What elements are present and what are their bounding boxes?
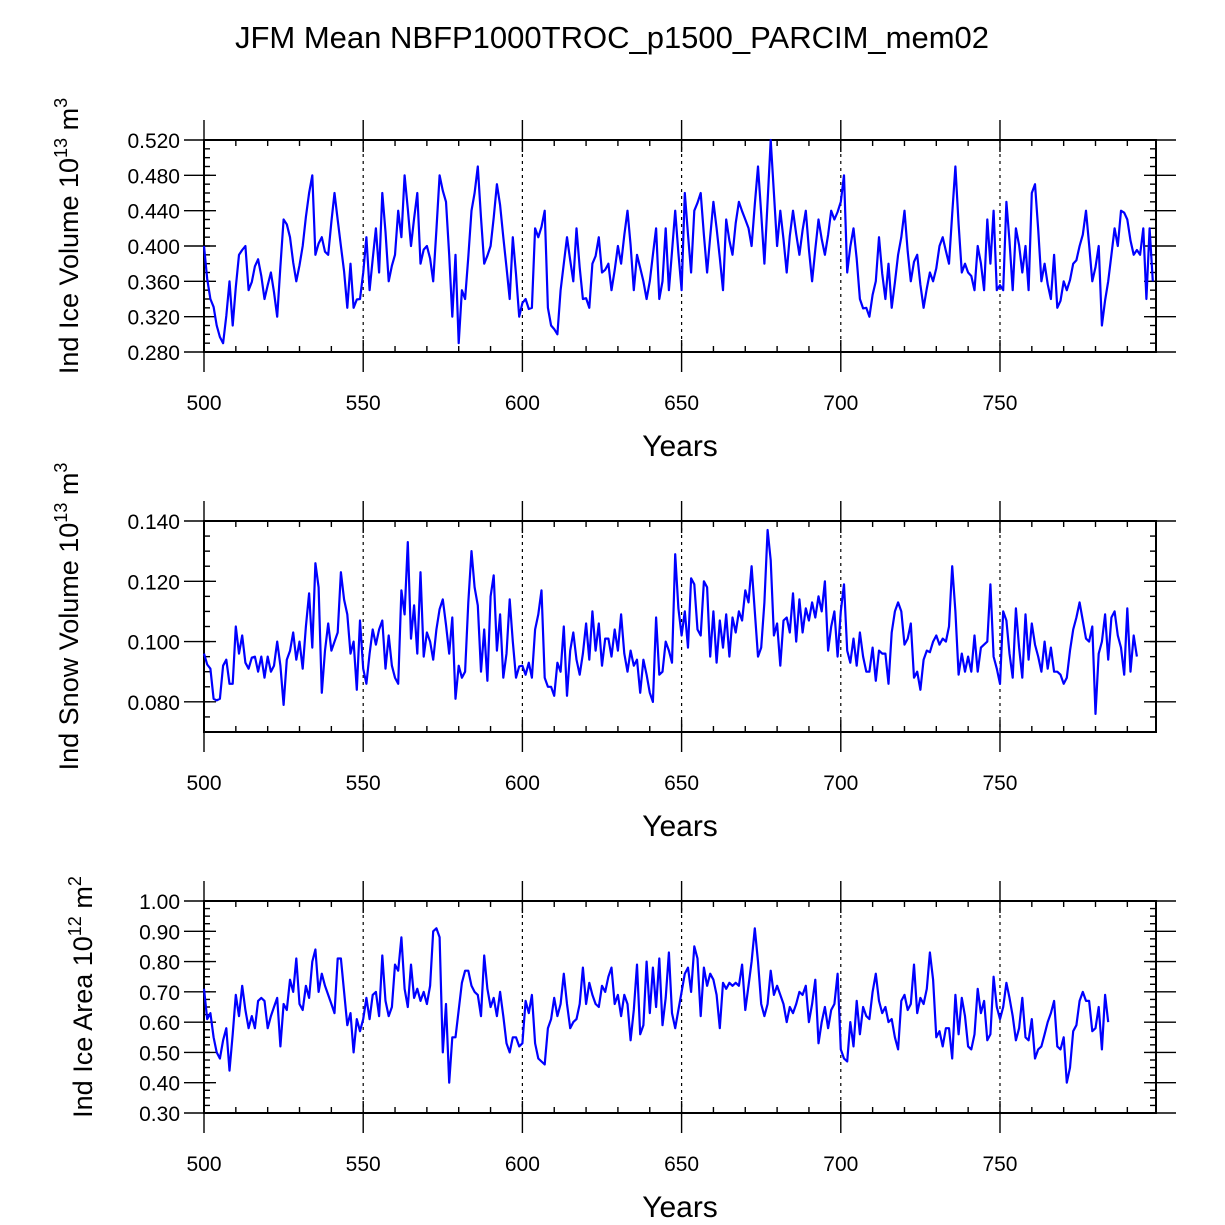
y-axis-title-unit-exp: 2 bbox=[65, 876, 85, 886]
panels: 500 550 600 650 700 750 0.280 0.320 0.360 0.400 0.… bbox=[51, 98, 1176, 1224]
x-tick-label: 650 bbox=[664, 772, 699, 795]
x-tick-label: 550 bbox=[346, 1153, 381, 1176]
panel-2: 500 550 600 650 700 750 0.080 0.100 0.120 0.140 Ye… bbox=[51, 463, 1176, 843]
x-tick-label: 700 bbox=[823, 392, 858, 415]
x-axis-title: Years bbox=[642, 430, 718, 463]
x-tick-label: 650 bbox=[664, 392, 699, 415]
y-tick-label: 0.90 bbox=[139, 921, 180, 944]
y-tick-label: 0.440 bbox=[127, 201, 180, 224]
figure-title: JFM Mean NBFP1000TROC_p1500_PARCIM_mem02 bbox=[235, 20, 989, 55]
x-tick-label: 550 bbox=[346, 772, 381, 795]
y-tick-label: 0.120 bbox=[127, 571, 180, 594]
y-axis-title-main: Ind Snow Volume 10 bbox=[54, 523, 84, 771]
y-tick-label: 0.400 bbox=[127, 236, 180, 259]
y-tick-label: 0.30 bbox=[139, 1103, 180, 1126]
y-axis-title-exp: 12 bbox=[65, 916, 85, 936]
y-axis-title-unit-exp: 3 bbox=[51, 463, 71, 473]
series-line bbox=[202, 927, 1110, 1084]
y-axis-title-exp: 13 bbox=[51, 503, 71, 523]
y-tick-label: 0.080 bbox=[127, 692, 180, 715]
y-tick-label: 0.360 bbox=[127, 271, 180, 294]
x-axis-title: Years bbox=[642, 810, 718, 843]
x-tick-label: 500 bbox=[186, 1153, 221, 1176]
y-axis-title: Ind Ice Volume 1013 m3 bbox=[51, 98, 84, 374]
x-tick-label: 600 bbox=[505, 1153, 540, 1176]
x-tick-label: 500 bbox=[186, 392, 221, 415]
x-tick-label: 650 bbox=[664, 1153, 699, 1176]
x-tick-label: 550 bbox=[346, 392, 381, 415]
y-axis-title-main: Ind Ice Area 10 bbox=[68, 936, 98, 1118]
y-tick-label: 0.60 bbox=[139, 1012, 180, 1035]
y-tick-label: 0.480 bbox=[127, 165, 180, 188]
y-tick-label: 0.80 bbox=[139, 952, 180, 975]
y-axis-title-main: Ind Ice Volume 10 bbox=[54, 158, 84, 374]
x-tick-label: 600 bbox=[505, 772, 540, 795]
y-tick-label: 0.70 bbox=[139, 982, 180, 1005]
x-tick-label: 750 bbox=[982, 1153, 1017, 1176]
y-tick-label: 1.00 bbox=[139, 891, 180, 914]
y-tick-label: 0.280 bbox=[127, 342, 180, 365]
y-tick-label: 0.320 bbox=[127, 307, 180, 330]
y-axis-title-unit: m bbox=[54, 473, 84, 503]
panel-1: 500 550 600 650 700 750 0.280 0.320 0.360 0.400 0.… bbox=[51, 98, 1176, 463]
y-axis-title-unit: m bbox=[68, 886, 98, 916]
y-axis-title-unit: m bbox=[54, 108, 84, 138]
x-tick-label: 600 bbox=[505, 392, 540, 415]
y-tick-label: 0.40 bbox=[139, 1073, 180, 1096]
x-tick-label: 700 bbox=[823, 772, 858, 795]
plot-frame bbox=[203, 139, 1157, 353]
x-tick-label: 700 bbox=[823, 1153, 858, 1176]
x-tick-label: 750 bbox=[982, 772, 1017, 795]
series-line bbox=[202, 528, 1138, 715]
x-tick-label: 750 bbox=[982, 392, 1017, 415]
y-tick-label: 0.100 bbox=[127, 632, 180, 655]
panel-3: 500 550 600 650 700 750 0.30 0.40 0.50 0.60 0.70 0.… bbox=[65, 876, 1176, 1224]
y-axis-title-unit-exp: 3 bbox=[51, 98, 71, 108]
y-tick-label: 0.140 bbox=[127, 511, 180, 534]
x-axis-title: Years bbox=[642, 1191, 718, 1224]
y-axis-title: Ind Ice Area 1012 m2 bbox=[65, 876, 98, 1118]
y-axis-title: Ind Snow Volume 1013 m3 bbox=[51, 463, 84, 771]
y-tick-label: 0.520 bbox=[127, 130, 180, 153]
y-tick-label: 0.50 bbox=[139, 1042, 180, 1065]
y-axis-title-exp: 13 bbox=[51, 138, 71, 158]
series-line bbox=[202, 138, 1154, 345]
x-tick-label: 500 bbox=[186, 772, 221, 795]
